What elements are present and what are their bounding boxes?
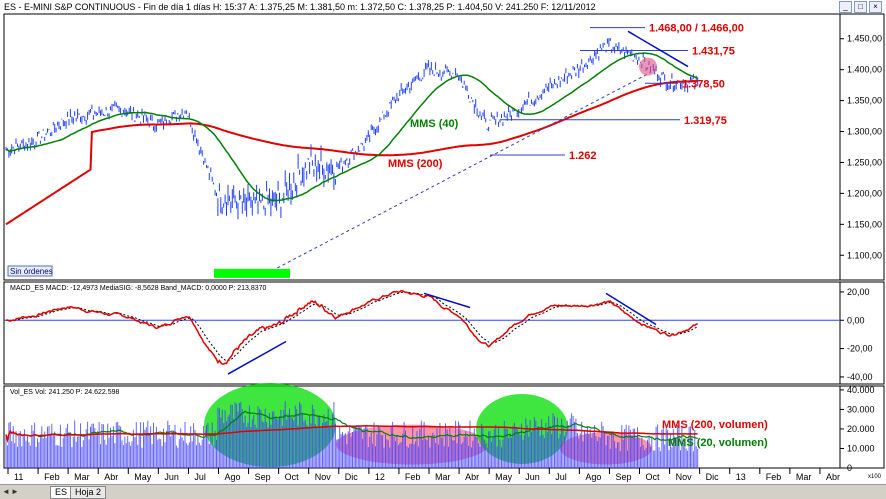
status-label: Sin órdenes <box>10 267 53 276</box>
volume-y-tick-label: 0 <box>847 463 852 473</box>
price-panel-axis-area <box>839 13 885 281</box>
volume-mms-200-label: MMS (200, volumen) <box>662 419 768 431</box>
month-tick-label: Sep <box>255 472 271 482</box>
month-tick-label: Feb <box>44 472 60 482</box>
price-y-tick-label: 1.450,00 <box>847 34 882 44</box>
month-tick-label: Mar <box>435 472 451 482</box>
month-tick-label: Abr <box>826 472 840 482</box>
volume-y-tick-label: 30.000 <box>847 404 875 414</box>
sheet-tab-bar: ◄ ► ES Hoja 2 <box>0 484 886 499</box>
month-tick-label: May <box>495 472 513 482</box>
month-tick-label: 13 <box>736 472 746 482</box>
highlight-circle <box>639 57 657 76</box>
month-tick-label: 12 <box>375 472 385 482</box>
price-y-tick-label: 1.350,00 <box>847 96 882 106</box>
level-label: 1.262 <box>569 150 597 162</box>
price-y-tick-label: 1.200,00 <box>847 188 882 198</box>
tab-hoja-2[interactable]: Hoja 2 <box>70 486 107 499</box>
month-tick-label: Feb <box>766 472 782 482</box>
volume-mms-20-line <box>5 410 698 443</box>
macd-panel-frame <box>3 281 841 385</box>
price-y-tick-label: 1.300,00 <box>847 127 882 137</box>
downtrend-line <box>627 30 689 68</box>
volume-mms-200-line <box>5 425 698 443</box>
volume-header: Vol_ES Vol: 241.250 P: 24.622.598 <box>10 389 119 396</box>
macd-panel-axis-area <box>839 281 885 385</box>
level-label: 1.431,75 <box>692 45 735 57</box>
title-bar: ES - E-MINI S&P CONTINUOUS - Fin de día … <box>0 0 886 14</box>
month-tick-label: Ago <box>225 472 241 482</box>
volume-panel-axis-area <box>839 385 885 469</box>
month-tick-label: Nov <box>315 472 332 482</box>
month-tick-label: Jul <box>194 472 206 482</box>
month-tick-label: Nov <box>676 472 693 482</box>
mms-200-line <box>5 80 698 226</box>
month-tick-label: Oct <box>285 472 300 482</box>
macd-trend-line-1 <box>227 340 287 375</box>
volume-unit-label: x100 <box>868 474 882 480</box>
mms-200-label: MMS (200) <box>388 158 443 170</box>
tab-prev-button[interactable]: ◄ <box>2 487 10 496</box>
price-y-tick-label: 1.100,00 <box>847 250 882 260</box>
price-y-tick-label: 1.400,00 <box>847 65 882 75</box>
volume-y-tick-label: 20.000 <box>847 424 875 434</box>
price-panel-frame <box>3 13 841 281</box>
price-y-tick-label: 1.250,00 <box>847 157 882 167</box>
window-title: ES - E-MINI S&P CONTINUOUS - Fin de día … <box>4 2 596 12</box>
month-tick-label: Jun <box>525 472 540 482</box>
month-tick-label: May <box>134 472 152 482</box>
volume-y-tick-label: 10.000 <box>847 443 875 453</box>
level-label: 1.378,50 <box>682 78 725 90</box>
macd-header: MACD_ES MACD: -12,4973 MediaSIG: -8,5628… <box>10 285 267 292</box>
month-tick-label: Mar <box>796 472 812 482</box>
low-zone-box <box>214 268 290 278</box>
uptrend-dashed-line <box>271 72 651 272</box>
month-tick-label: Dic <box>345 472 358 482</box>
macd-y-tick-label: -20,00 <box>847 344 873 354</box>
level-label: 1.468,00 / 1.466,00 <box>649 23 744 35</box>
close-button[interactable]: × <box>869 1 882 13</box>
month-tick-label: 11 <box>14 472 23 482</box>
minimize-button[interactable]: _ <box>839 1 852 13</box>
month-tick-label: Mar <box>74 472 90 482</box>
volume-mms-20-label: MMS (20, volumen) <box>668 437 768 449</box>
month-tick-label: Abr <box>104 472 118 482</box>
month-tick-label: Abr <box>465 472 479 482</box>
macd-trend-line-3 <box>605 292 657 326</box>
macd-trend-line-2 <box>423 292 471 309</box>
level-label: 1.319,75 <box>684 115 727 127</box>
volume-y-tick-label: 40.000 <box>847 385 875 395</box>
price-y-tick-label: 1.150,00 <box>847 219 882 229</box>
macd-y-tick-label: -40,00 <box>847 372 873 382</box>
month-tick-label: Feb <box>405 472 421 482</box>
mms-40-line <box>5 52 698 202</box>
macd-y-tick-label: 20,00 <box>847 287 870 297</box>
month-tick-label: Ago <box>585 472 601 482</box>
macd-y-tick-label: 0,00 <box>847 315 865 325</box>
month-tick-label: Sep <box>615 472 631 482</box>
mms-40-label: MMS (40) <box>410 118 459 130</box>
chart-canvas: 11 Feb Mar Abr May Jun Jul Ago Sep Oct Nov Dic 12 Feb… <box>3 13 885 482</box>
month-tick-label: Jul <box>555 472 567 482</box>
status-box <box>7 265 53 277</box>
volume-bars <box>5 401 699 468</box>
month-tick-label: Dic <box>706 472 719 482</box>
month-tick-label: Oct <box>646 472 661 482</box>
tab-es[interactable]: ES <box>50 486 73 499</box>
tab-next-button[interactable]: ► <box>11 487 19 496</box>
maximize-button[interactable]: □ <box>854 1 867 13</box>
month-tick-label: Jun <box>164 472 179 482</box>
macd-line <box>5 289 698 365</box>
